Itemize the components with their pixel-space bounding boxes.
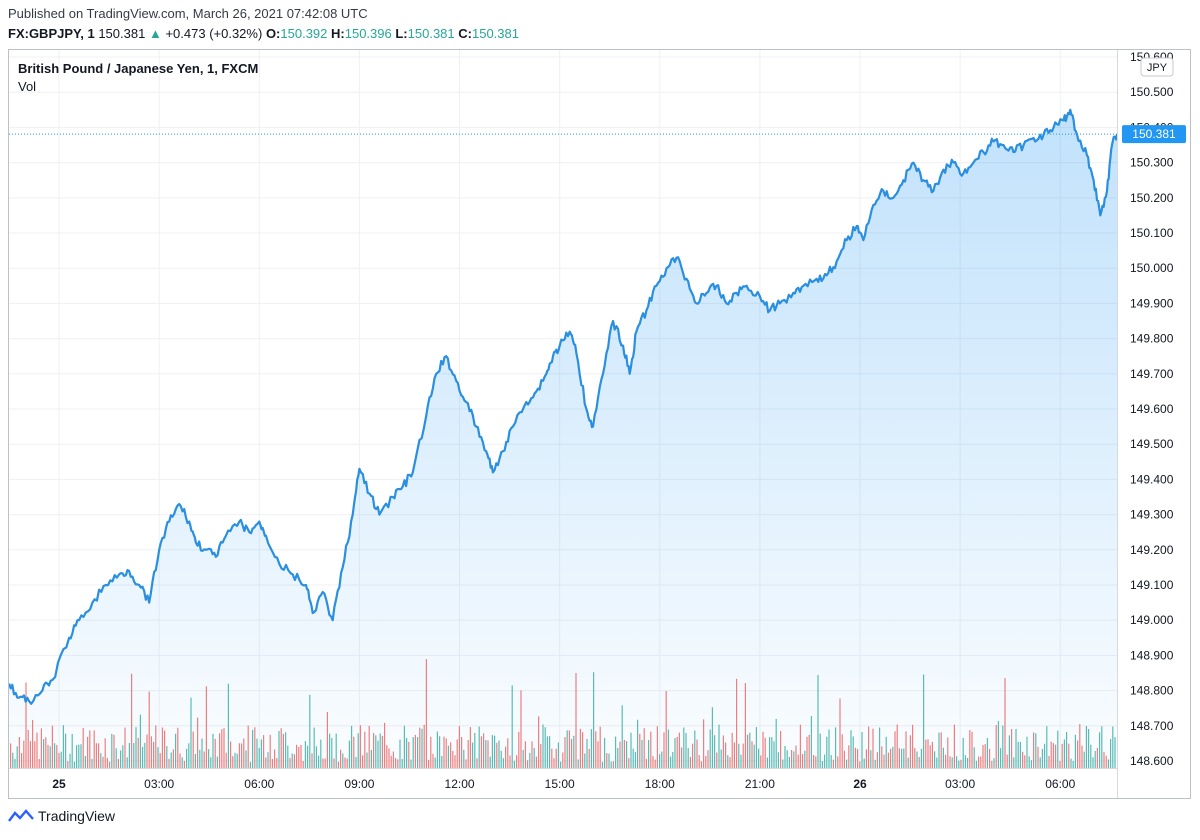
change-arrow-icon: ▲ — [148, 26, 162, 41]
price-area-fill — [9, 109, 1117, 768]
open-label: O: — [265, 26, 281, 41]
currency-badge[interactable] — [1140, 57, 1174, 77]
time-tick-label: 21:00 — [745, 777, 775, 791]
time-tick-label: 03:00 — [945, 777, 975, 791]
high-value: 150.396 — [344, 26, 392, 41]
price-tick-label: 148.600 — [1130, 754, 1174, 768]
close-value: 150.381 — [471, 26, 519, 41]
price-tick-label: 149.700 — [1130, 367, 1174, 381]
tradingview-logo-icon — [8, 809, 34, 822]
price-tick-label: 148.700 — [1130, 719, 1174, 733]
published-info: Published on TradingView.com, March 26, … — [8, 6, 368, 21]
price-line — [9, 108, 1117, 705]
footer-brand[interactable]: TradingView — [8, 808, 115, 824]
time-tick-label: 15:00 — [545, 777, 575, 791]
open-value: 150.392 — [280, 26, 328, 41]
price-tick-label: 150.000 — [1130, 261, 1174, 275]
low-label: L: — [395, 26, 408, 41]
price-tick-label: 150.300 — [1130, 156, 1174, 170]
price-tick-label: 149.500 — [1130, 437, 1174, 451]
time-tick-label: 18:00 — [645, 777, 675, 791]
change-value: +0.473 (+0.32%) — [165, 26, 263, 41]
time-tick-label: 06:00 — [244, 777, 274, 791]
ohlc-legend: FX:GBPJPY, 1 150.381 ▲ +0.473 (+0.32%) O… — [8, 26, 519, 41]
price-tick-label: 149.600 — [1130, 402, 1174, 416]
brand-name: TradingView — [38, 808, 116, 824]
price-tick-label: 149.400 — [1130, 472, 1174, 486]
close-label: C: — [458, 26, 472, 41]
price-tick-label: 149.100 — [1130, 578, 1174, 592]
volume-label: Vol — [18, 79, 36, 94]
price-tick-label: 149.300 — [1130, 508, 1174, 522]
price-tick-label: 149.200 — [1130, 543, 1174, 557]
price-tick-label: 148.800 — [1130, 684, 1174, 698]
price-tick-label: 150.100 — [1130, 226, 1174, 240]
last-price: 150.381 — [98, 26, 146, 41]
price-tick-label: 148.900 — [1130, 648, 1174, 662]
time-tick-label: 06:00 — [1045, 777, 1075, 791]
time-axis: 25 03:00 06:00 09:00 12:00 15:00 18:00 21:00 26 0… — [52, 777, 1075, 791]
chart-frame — [8, 49, 1191, 799]
price-tick-label: 149.000 — [1130, 613, 1174, 627]
time-tick-label: 12:00 — [445, 777, 475, 791]
price-tick-label: 149.800 — [1130, 332, 1174, 346]
chart-title: British Pound / Japanese Yen, 1, FXCM — [18, 61, 258, 76]
low-value: 150.381 — [407, 26, 455, 41]
time-tick-label: 09:00 — [344, 777, 374, 791]
time-tick-label: 26 — [853, 777, 867, 791]
currency-label: JPY — [1147, 62, 1168, 74]
price-tick-label: 149.900 — [1130, 296, 1174, 310]
high-label: H: — [331, 26, 345, 41]
symbol-label: FX:GBPJPY, 1 — [8, 26, 95, 41]
last-price-badge — [1122, 125, 1186, 144]
price-tick-label: 150.200 — [1130, 191, 1174, 205]
last-price-badge-text: 150.381 — [1132, 127, 1176, 141]
time-tick-label: 25 — [52, 777, 66, 791]
price-tick-label: 150.500 — [1130, 85, 1174, 99]
time-tick-label: 03:00 — [144, 777, 174, 791]
price-axis: 150.600150.500150.400150.300150.200150.1… — [1130, 50, 1174, 768]
